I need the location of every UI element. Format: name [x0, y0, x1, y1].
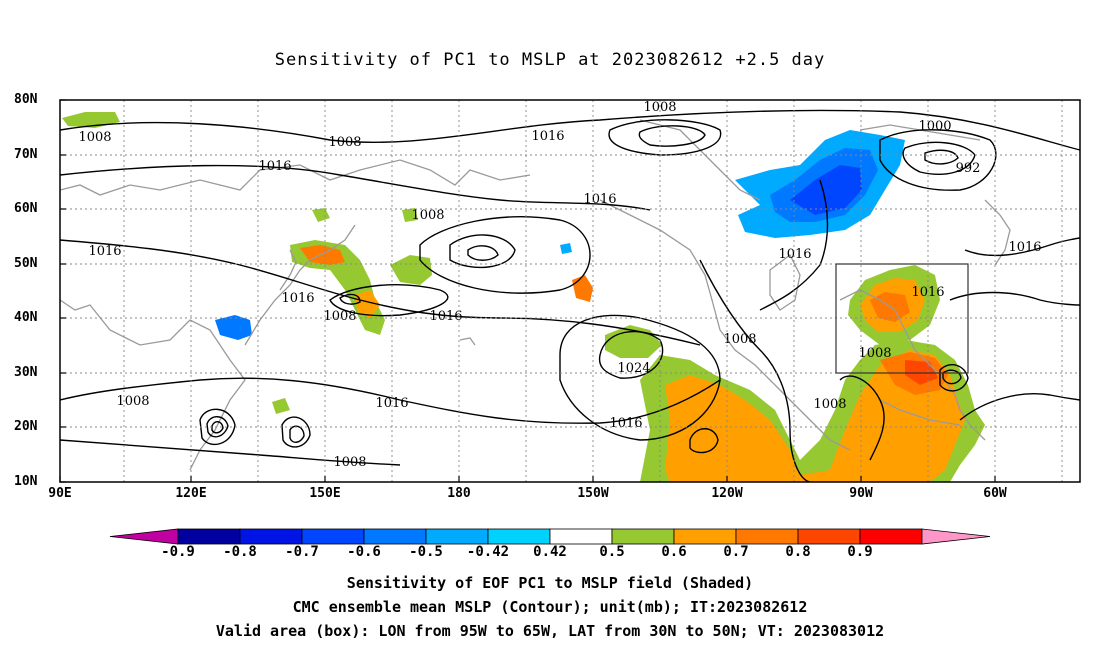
- contour-label: 1016: [429, 309, 462, 324]
- contour-label: 1016: [609, 416, 642, 431]
- colorbar-tick-label: -0.6: [347, 544, 381, 560]
- contour-label: 1016: [531, 129, 564, 144]
- colorbar-segment: [673, 528, 737, 545]
- figure-title: Sensitivity of PC1 to MSLP at 2023082612…: [274, 50, 826, 70]
- colorbar-segment: [363, 528, 427, 545]
- colorbar-segment: [487, 528, 551, 545]
- lat-label-40n: 40N: [14, 310, 38, 325]
- sensitivity-shading: [62, 112, 985, 482]
- colorbar-tick-label: 0.6: [661, 544, 687, 560]
- positive-region-small3: [272, 398, 290, 414]
- contour-label: 1008: [813, 397, 846, 412]
- colorbar-segment: [301, 528, 365, 545]
- colorbar-tick-label: 0.5: [599, 544, 625, 560]
- positive-region-kamchatka: [390, 255, 432, 285]
- positive-region-small1: [312, 208, 330, 222]
- positive-region-pacific-orange: [355, 290, 380, 318]
- mslp-contours: [60, 109, 1080, 482]
- positive-region-npac: [572, 275, 593, 302]
- positive-region-gulf-orange: [665, 350, 965, 482]
- lat-label-80n: 80N: [14, 92, 38, 107]
- contour-label: 1024: [617, 361, 650, 376]
- contour-label: 1008: [328, 135, 361, 150]
- negative-region-korea: [215, 315, 252, 340]
- colorbar-tick-label: -0.42: [466, 544, 510, 560]
- contour-label: 1016: [375, 396, 408, 411]
- lon-label-60w: 60W: [983, 486, 1007, 501]
- lon-label-120e: 120E: [175, 486, 207, 501]
- lat-label-50n: 50N: [14, 256, 38, 271]
- colorbar-tick-label: 0.8: [785, 544, 811, 560]
- contour-label: 1008: [723, 332, 756, 347]
- valid-area-box: [835, 263, 969, 374]
- lon-label-180: 180: [447, 486, 471, 501]
- contour-label: 1008: [333, 455, 366, 470]
- lat-label-30n: 30N: [14, 365, 38, 380]
- contour-label: 1016: [583, 192, 616, 207]
- colorbar: [109, 528, 991, 545]
- colorbar-segment: [735, 528, 799, 545]
- caption-line-3: Valid area (box): LON from 95W to 65W, L…: [215, 622, 885, 640]
- contour-label: 1016: [258, 159, 291, 174]
- lon-label-90w: 90W: [849, 486, 873, 501]
- contour-label: 992: [956, 161, 981, 176]
- colorbar-segment: [549, 528, 613, 545]
- lon-label-120w: 120W: [711, 486, 743, 501]
- colorbar-tick-label: -0.9: [161, 544, 195, 560]
- contour-labels: 1008 1008 1016 1016 1008 1016 1000 992 1016 1008 1…: [78, 100, 1041, 470]
- contour-label: 1016: [1008, 240, 1041, 255]
- lat-label-60n: 60N: [14, 201, 38, 216]
- positive-region-small2: [402, 208, 418, 222]
- negative-region-greenland-core: [790, 165, 862, 215]
- contour-label: 1008: [323, 309, 356, 324]
- contour-label: 1008: [78, 130, 111, 145]
- contour-label: 1016: [88, 244, 121, 259]
- plot-frame: [59, 99, 1081, 483]
- lat-label-70n: 70N: [14, 147, 38, 162]
- colorbar-tick-label: -0.5: [409, 544, 443, 560]
- colorbar-tick-label: -0.8: [223, 544, 257, 560]
- colorbar-max-arrow: [921, 528, 991, 545]
- contour-label: 1008: [116, 394, 149, 409]
- colorbar-tick-label: 0.7: [723, 544, 749, 560]
- negative-region-small: [560, 243, 572, 254]
- lon-label-150w: 150W: [577, 486, 609, 501]
- colorbar-tick-label: 0.9: [847, 544, 873, 560]
- contour-label: 1000: [918, 119, 951, 134]
- colorbar-segment: [425, 528, 489, 545]
- colorbar-min-arrow: [109, 528, 179, 545]
- lon-label-90e: 90E: [48, 486, 72, 501]
- lat-label-10n: 10N: [14, 474, 38, 489]
- tick-marks: [59, 99, 996, 483]
- contour-label: 1008: [858, 346, 891, 361]
- colorbar-segment: [177, 528, 241, 545]
- caption-line-1: Sensitivity of EOF PC1 to MSLP field (Sh…: [346, 574, 754, 592]
- colorbar-segment: [859, 528, 923, 545]
- lat-label-20n: 20N: [14, 419, 38, 434]
- colorbar-tick-label: -0.7: [285, 544, 319, 560]
- colorbar-segment: [797, 528, 861, 545]
- contour-label: 1016: [281, 291, 314, 306]
- colorbar-segment: [239, 528, 303, 545]
- colorbar-tick-label: 0.42: [533, 544, 567, 560]
- contour-label: 1016: [911, 285, 944, 300]
- caption-line-2: CMC ensemble mean MSLP (Contour); unit(m…: [292, 598, 808, 616]
- contour-label: 1016: [778, 247, 811, 262]
- contour-label: 1008: [411, 208, 444, 223]
- colorbar-segment: [611, 528, 675, 545]
- contour-label: 1008: [643, 100, 676, 115]
- lon-label-150e: 150E: [309, 486, 341, 501]
